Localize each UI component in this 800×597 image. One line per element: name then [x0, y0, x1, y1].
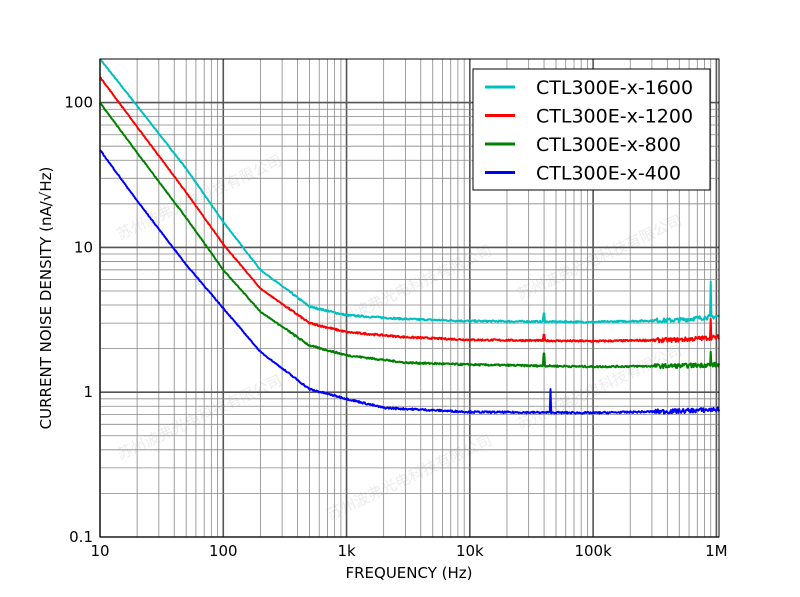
x-axis-label: FREQUENCY (Hz) — [345, 564, 472, 582]
x-tick-label: 10k — [456, 542, 484, 560]
y-tick-label: 10 — [74, 238, 93, 256]
series-line-ctl300e-x-1600 — [99, 58, 720, 324]
plot-frame — [99, 58, 720, 538]
watermark-text: 苏州波弗光电科技有限公司 — [514, 341, 685, 433]
legend-label: CTL300E-x-400 — [536, 163, 681, 185]
y-axis-label: CURRENT NOISE DENSITY (nA/√Hz) — [37, 167, 55, 430]
legend-label: CTL300E-x-1600 — [536, 77, 693, 99]
legend: CTL300E-x-1600 CTL300E-x-1200 CTL300E-x-80… — [472, 68, 711, 191]
x-tick-label: 1k — [337, 542, 356, 560]
y-tick-label: 0.1 — [69, 528, 93, 546]
x-tick-label: 100 — [209, 542, 238, 560]
series-line-ctl300e-x-1200 — [99, 76, 720, 344]
watermark-text: 苏州波弗光电科技有限公司 — [514, 211, 685, 303]
series-group — [99, 58, 720, 415]
legend-label: CTL300E-x-800 — [536, 134, 681, 156]
x-tick-label: 1M — [705, 542, 728, 560]
y-tick-label: 100 — [64, 94, 93, 112]
watermark-text: 苏州波弗光电科技有限公司 — [114, 151, 285, 243]
x-tick-label: 100k — [574, 542, 612, 560]
legend-label: CTL300E-x-1200 — [536, 106, 693, 128]
series-line-ctl300e-x-800 — [99, 101, 720, 370]
x-tick-label: 10 — [90, 542, 109, 560]
series-line-ctl300e-x-400 — [99, 149, 720, 415]
y-tick-label: 1 — [83, 383, 93, 401]
tick-labels: 10 100 1k 10k 100k 1M 0.1 1 10 100 — [64, 94, 727, 560]
legend-box — [472, 68, 711, 191]
